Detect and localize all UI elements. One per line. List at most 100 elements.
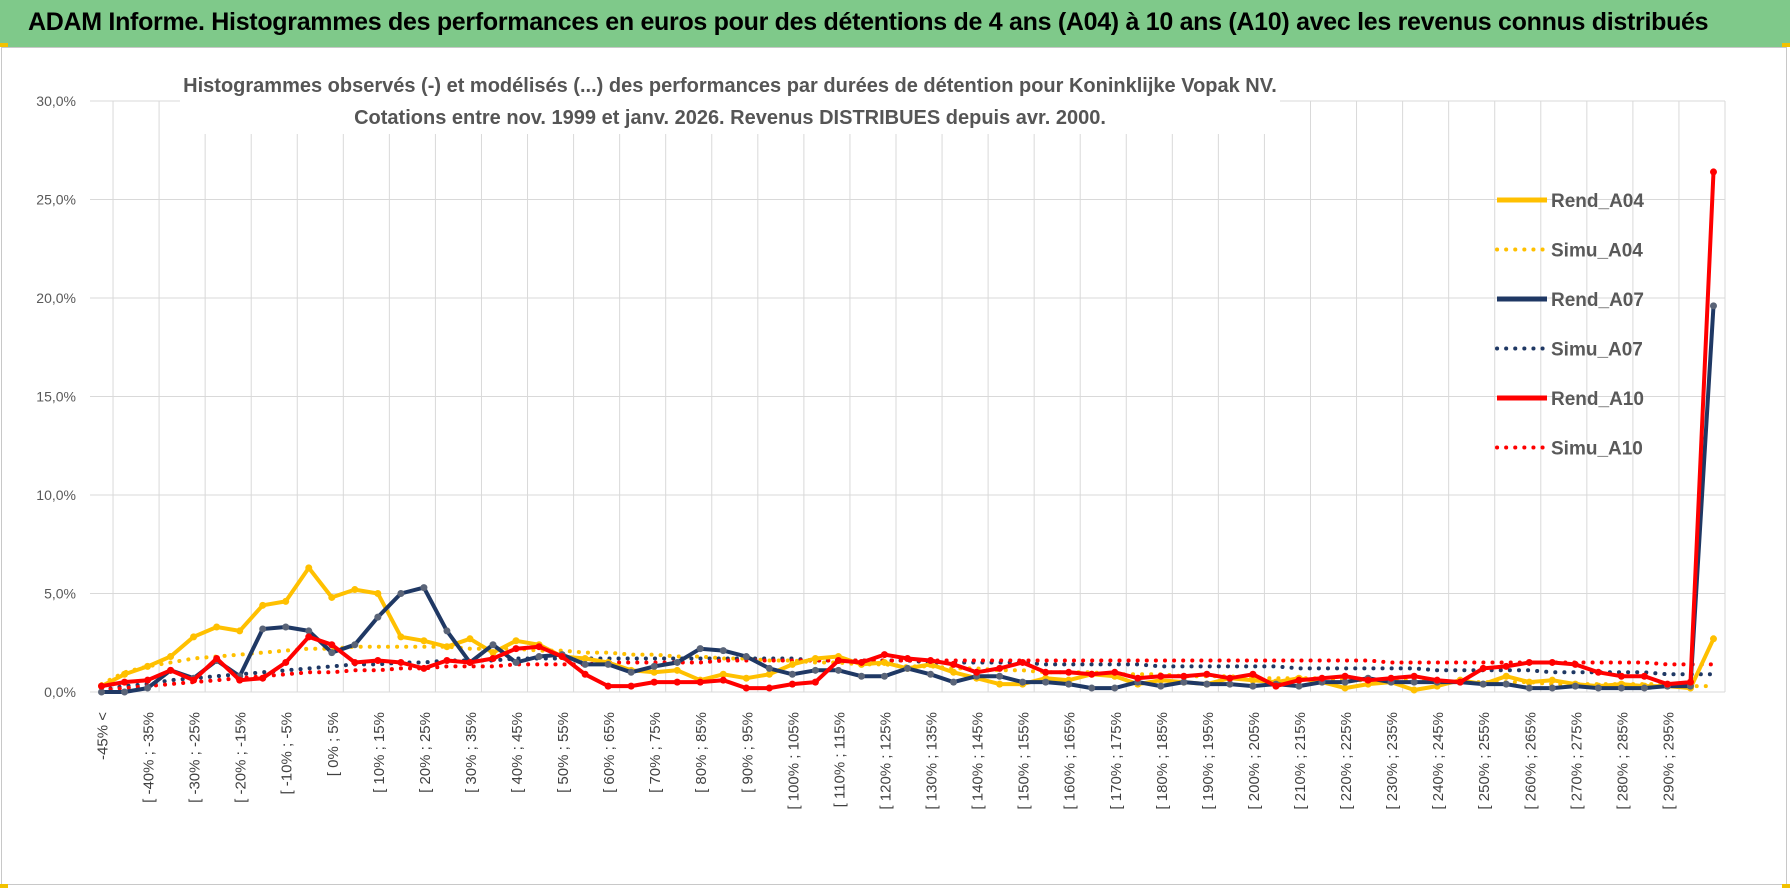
data-point-Rend_A07 bbox=[374, 613, 382, 621]
data-point-Rend_A07 bbox=[673, 658, 681, 666]
data-point-Rend_A10 bbox=[1571, 660, 1579, 668]
data-point-Rend_A04 bbox=[765, 670, 773, 678]
data-point-Rend_A04 bbox=[1548, 676, 1556, 684]
data-point-Rend_A07 bbox=[1502, 680, 1510, 688]
data-point-Rend_A04 bbox=[650, 668, 658, 676]
data-point-Rend_A10 bbox=[904, 655, 911, 663]
data-point-Rend_A07 bbox=[1019, 678, 1027, 686]
data-point-Rend_A07 bbox=[627, 668, 635, 676]
data-point-Rend_A10 bbox=[1088, 670, 1096, 678]
data-point-Rend_A07 bbox=[397, 590, 405, 597]
data-point-Rend_A07 bbox=[950, 678, 958, 686]
data-point-Rend_A07 bbox=[696, 645, 704, 653]
x-tick-label: [ 220% ; 225% bbox=[1338, 712, 1355, 810]
title-banner: ADAM Informe. Histogrammes des performan… bbox=[0, 0, 1790, 47]
data-point-Rend_A10 bbox=[765, 684, 773, 692]
data-point-Rend_A10 bbox=[742, 684, 750, 692]
data-point-Rend_A10 bbox=[236, 676, 244, 684]
data-point-Rend_A07 bbox=[1479, 680, 1487, 688]
x-tick-label: -45% < bbox=[95, 712, 112, 760]
data-point-Rend_A04 bbox=[305, 564, 313, 572]
data-point-Rend_A10 bbox=[1364, 676, 1372, 684]
data-point-Rend_A04 bbox=[811, 655, 819, 663]
x-tick-label: [ 10% ; 15% bbox=[371, 712, 388, 793]
y-tick-label: 25,0% bbox=[36, 192, 76, 208]
data-point-Rend_A10 bbox=[98, 682, 106, 690]
data-point-Rend_A04 bbox=[1249, 676, 1257, 684]
x-tick-label: [ 240% ; 245% bbox=[1430, 712, 1447, 810]
data-point-Rend_A04 bbox=[420, 637, 428, 645]
series-line-Simu_A07 bbox=[99, 656, 1716, 692]
data-point-Rend_A10 bbox=[1295, 676, 1303, 684]
data-point-Rend_A07 bbox=[650, 662, 658, 670]
data-point-Rend_A10 bbox=[1387, 674, 1395, 682]
x-tick-label: [ -40% ; -35% bbox=[141, 712, 158, 803]
x-tick-label: [ 80% ; 85% bbox=[693, 712, 710, 793]
data-point-Rend_A04 bbox=[673, 666, 681, 674]
data-point-Rend_A07 bbox=[1203, 680, 1211, 688]
data-point-Rend_A04 bbox=[167, 653, 175, 661]
data-point-Rend_A07 bbox=[1042, 678, 1050, 686]
chart-title: Histogrammes observés (-) et modélisés (… bbox=[183, 75, 1277, 97]
data-point-Rend_A07 bbox=[604, 660, 612, 668]
data-point-Rend_A07 bbox=[1594, 684, 1602, 692]
chart-subtitle: Cotations entre nov. 1999 et janv. 2026.… bbox=[354, 107, 1106, 129]
x-tick-label: [ 50% ; 55% bbox=[555, 712, 572, 793]
data-point-Rend_A10 bbox=[1709, 168, 1717, 176]
data-point-Rend_A04 bbox=[443, 643, 451, 651]
data-point-Rend_A07 bbox=[535, 653, 543, 661]
chart-title-block: Histogrammes observés (-) et modélisés (… bbox=[180, 70, 1280, 134]
data-point-Rend_A10 bbox=[1640, 672, 1648, 680]
legend-label-Simu_A10: Simu_A10 bbox=[1551, 439, 1643, 460]
x-tick-label: [ -30% ; -25% bbox=[187, 712, 204, 803]
y-tick-label: 5,0% bbox=[44, 586, 76, 602]
data-point-Rend_A10 bbox=[443, 656, 451, 664]
chart-frame bbox=[1, 47, 1787, 885]
x-tick-label: [ 200% ; 205% bbox=[1246, 712, 1263, 810]
x-tick-label: [ 90% ; 95% bbox=[739, 712, 756, 793]
x-tick-label: [ 110% ; 115% bbox=[831, 712, 848, 807]
report-title: ADAM Informe. Histogrammes des performan… bbox=[28, 8, 1709, 36]
data-point-Rend_A10 bbox=[1663, 680, 1671, 688]
x-tick-label: [ 40% ; 45% bbox=[509, 712, 526, 793]
data-point-Rend_A10 bbox=[1019, 658, 1027, 666]
y-tick-label: 15,0% bbox=[36, 389, 76, 405]
data-point-Rend_A07 bbox=[1525, 684, 1533, 692]
data-point-Rend_A07 bbox=[1088, 684, 1096, 692]
data-point-Rend_A10 bbox=[466, 658, 474, 666]
data-point-Rend_A10 bbox=[1180, 672, 1188, 680]
data-point-Rend_A10 bbox=[650, 678, 658, 686]
data-point-Rend_A10 bbox=[420, 664, 428, 672]
x-tick-label: [ -20% ; -15% bbox=[233, 712, 250, 803]
x-tick-label: [ 290% ; 295% bbox=[1660, 712, 1677, 810]
data-point-Rend_A10 bbox=[328, 641, 336, 649]
data-point-Rend_A10 bbox=[213, 655, 221, 663]
data-point-Rend_A10 bbox=[788, 680, 796, 688]
data-point-Rend_A04 bbox=[489, 649, 497, 657]
data-point-Rend_A10 bbox=[696, 678, 704, 686]
x-tick-label: [ 170% ; 175% bbox=[1108, 712, 1125, 810]
banner-corner-left bbox=[0, 43, 8, 47]
data-point-Rend_A07 bbox=[489, 641, 497, 649]
x-tick-label: [ 230% ; 235% bbox=[1384, 712, 1401, 810]
x-tick-label: [ 30% ; 35% bbox=[463, 712, 480, 793]
data-point-Rend_A07 bbox=[581, 660, 589, 668]
data-point-Rend_A07 bbox=[328, 649, 336, 657]
data-point-Rend_A07 bbox=[719, 647, 727, 655]
data-point-Rend_A07 bbox=[259, 625, 267, 633]
data-point-Rend_A10 bbox=[1525, 658, 1533, 666]
data-point-Rend_A10 bbox=[374, 656, 382, 664]
x-tick-label: [ 20% ; 25% bbox=[417, 712, 434, 793]
data-point-Rend_A07 bbox=[1410, 678, 1418, 686]
data-point-Rend_A10 bbox=[1433, 676, 1441, 684]
data-point-Rend_A10 bbox=[1157, 672, 1165, 680]
data-point-Rend_A07 bbox=[420, 584, 428, 592]
data-point-Rend_A10 bbox=[834, 656, 842, 664]
data-point-Rend_A07 bbox=[1640, 684, 1648, 692]
data-point-Rend_A10 bbox=[1226, 674, 1234, 682]
data-point-Rend_A07 bbox=[811, 666, 819, 674]
data-point-Rend_A07 bbox=[1571, 682, 1579, 690]
data-point-Rend_A04 bbox=[512, 637, 520, 645]
data-point-Rend_A04 bbox=[788, 660, 796, 668]
data-point-Rend_A07 bbox=[443, 627, 451, 635]
